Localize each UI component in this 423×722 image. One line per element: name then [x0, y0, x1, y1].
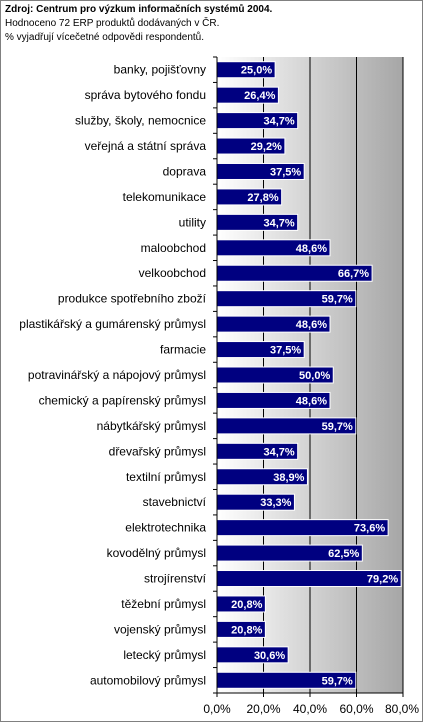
value-label: 66,7%: [338, 268, 369, 280]
category-label: maloobchod: [141, 241, 206, 255]
value-label: 48,6%: [296, 243, 327, 255]
category-label: automobilový průmysl: [90, 673, 206, 687]
category-label: kovodělný průmysl: [107, 546, 206, 560]
category-label: telekomunikace: [123, 190, 207, 204]
x-tick-label: 60,0%: [339, 702, 373, 716]
value-label: 79,2%: [367, 574, 398, 586]
value-label: 50,0%: [299, 370, 330, 382]
category-label: produkce spotřebního zboží: [58, 292, 207, 306]
value-label: 34,7%: [263, 116, 294, 128]
category-label: vojenský průmysl: [114, 622, 206, 636]
category-label: stavebnictví: [143, 495, 207, 509]
value-label: 38,9%: [273, 472, 304, 484]
category-label: doprava: [163, 164, 207, 178]
value-label: 37,5%: [270, 166, 301, 178]
value-label: 30,6%: [254, 650, 285, 662]
category-label: utility: [179, 215, 206, 229]
category-label: banky, pojišťovny: [114, 63, 206, 77]
category-label: elektrotechnika: [125, 521, 206, 535]
category-label: plastikářský a gumárenský průmysl: [19, 317, 206, 331]
category-label: správa bytového fondu: [85, 88, 206, 102]
value-label: 25,0%: [241, 65, 272, 77]
category-label: veřejná a státní správa: [85, 139, 207, 153]
category-label: letecký průmysl: [123, 648, 206, 662]
value-label: 20,8%: [231, 599, 262, 611]
value-label: 73,6%: [354, 523, 385, 535]
value-label: 29,2%: [251, 141, 282, 153]
x-tick-label: 40,0%: [293, 702, 327, 716]
category-label: chemický a papírenský průmysl: [39, 393, 206, 407]
value-label: 34,7%: [263, 446, 294, 458]
x-tick-label: 80,0%: [385, 702, 419, 716]
note-line-1: Hodnoceno 72 ERP produktů dodávaných v Č…: [5, 18, 220, 29]
category-label: dřevařský průmysl: [109, 444, 206, 458]
category-label: těžební průmysl: [121, 597, 206, 611]
value-label: 48,6%: [296, 395, 327, 407]
category-label: strojírenství: [144, 572, 207, 586]
value-label: 62,5%: [328, 548, 359, 560]
value-label: 34,7%: [263, 217, 294, 229]
category-label: velkoobchod: [139, 266, 206, 280]
x-tick-label: 20,0%: [246, 702, 280, 716]
value-label: 48,6%: [296, 319, 327, 331]
value-label: 33,3%: [260, 497, 291, 509]
category-label: farmacie: [160, 343, 206, 357]
x-tick-label: 0,0%: [203, 702, 231, 716]
category-label: potravinářský a nápojový průmysl: [28, 368, 206, 382]
category-label: služby, školy, nemocnice: [75, 114, 206, 128]
value-label: 20,8%: [231, 624, 262, 636]
value-label: 27,8%: [247, 192, 278, 204]
value-label: 37,5%: [270, 345, 301, 357]
value-label: 59,7%: [322, 421, 353, 433]
value-label: 59,7%: [322, 675, 353, 687]
category-label: nábytkářský průmysl: [97, 419, 206, 433]
value-label: 59,7%: [322, 294, 353, 306]
value-label: 26,4%: [244, 90, 275, 102]
note-line-2: % vyjadřují vícečetné odpovědi responden…: [5, 32, 205, 43]
category-label: textilní průmysl: [126, 470, 206, 484]
source-line: Zdroj: Centrum pro výzkum informačních s…: [5, 4, 273, 15]
